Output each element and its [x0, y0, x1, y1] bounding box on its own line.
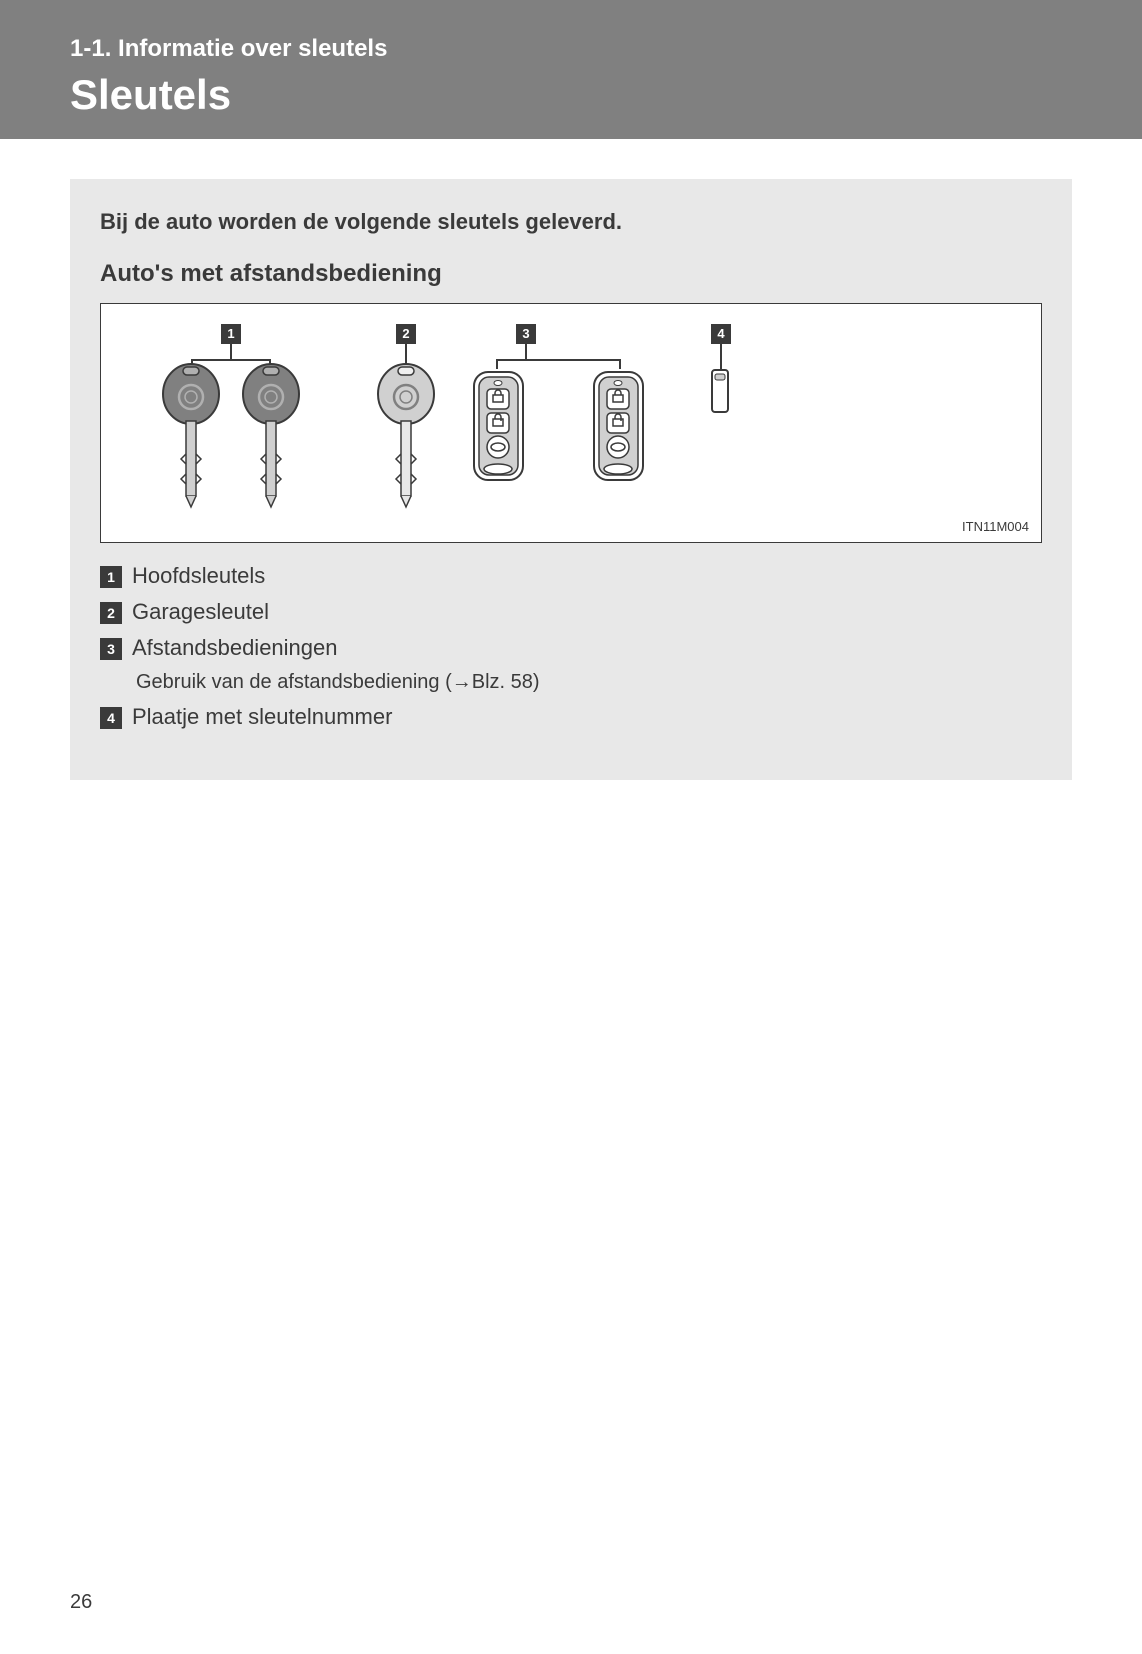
list-label-4: Plaatje met sleutelnummer [132, 704, 392, 729]
section-number: 1-1. Informatie over sleutels [70, 35, 1142, 63]
callout-3: 3 [516, 324, 536, 344]
list-label-3: Afstandsbedieningen [132, 635, 338, 660]
diagram-box: 1 2 3 4 [100, 303, 1042, 543]
key-icon-main-2 [241, 359, 301, 514]
list-item-4: 4 Plaatje met sleutelnummer [100, 704, 1042, 730]
key-icon-garage [376, 359, 436, 514]
callout-1: 1 [221, 324, 241, 344]
key-icon-main-1 [161, 359, 221, 514]
list-num-2: 2 [100, 602, 122, 624]
list-num-3: 3 [100, 638, 122, 660]
list-num-4: 4 [100, 707, 122, 729]
callout-2: 2 [396, 324, 416, 344]
remote-icon-2 [591, 369, 646, 484]
keyplate-icon [709, 367, 731, 415]
callout-4: 4 [711, 324, 731, 344]
list-label-1: Hoofdsleutels [132, 563, 265, 588]
intro-text: Bij de auto worden de volgende sleutels … [100, 209, 1042, 235]
list-item-1: 1 Hoofdsleutels [100, 563, 1042, 589]
page-number: 26 [70, 1591, 92, 1614]
subtitle: Auto's met afstandsbediening [100, 260, 1042, 288]
list-subtext-3: Gebruik van de afstandsbediening (→Blz. … [136, 671, 1042, 694]
remote-icon-1 [471, 369, 526, 484]
list-label-2: Garagesleutel [132, 599, 269, 624]
list-num-1: 1 [100, 566, 122, 588]
list-item-2: 2 Garagesleutel [100, 599, 1042, 625]
diagram-code: ITN11M004 [962, 519, 1029, 534]
list-item-3: 3 Afstandsbedieningen [100, 635, 1042, 661]
content-box: Bij de auto worden de volgende sleutels … [70, 179, 1072, 780]
section-title: Sleutels [70, 71, 1142, 119]
page-header: 1-1. Informatie over sleutels Sleutels [0, 0, 1142, 139]
